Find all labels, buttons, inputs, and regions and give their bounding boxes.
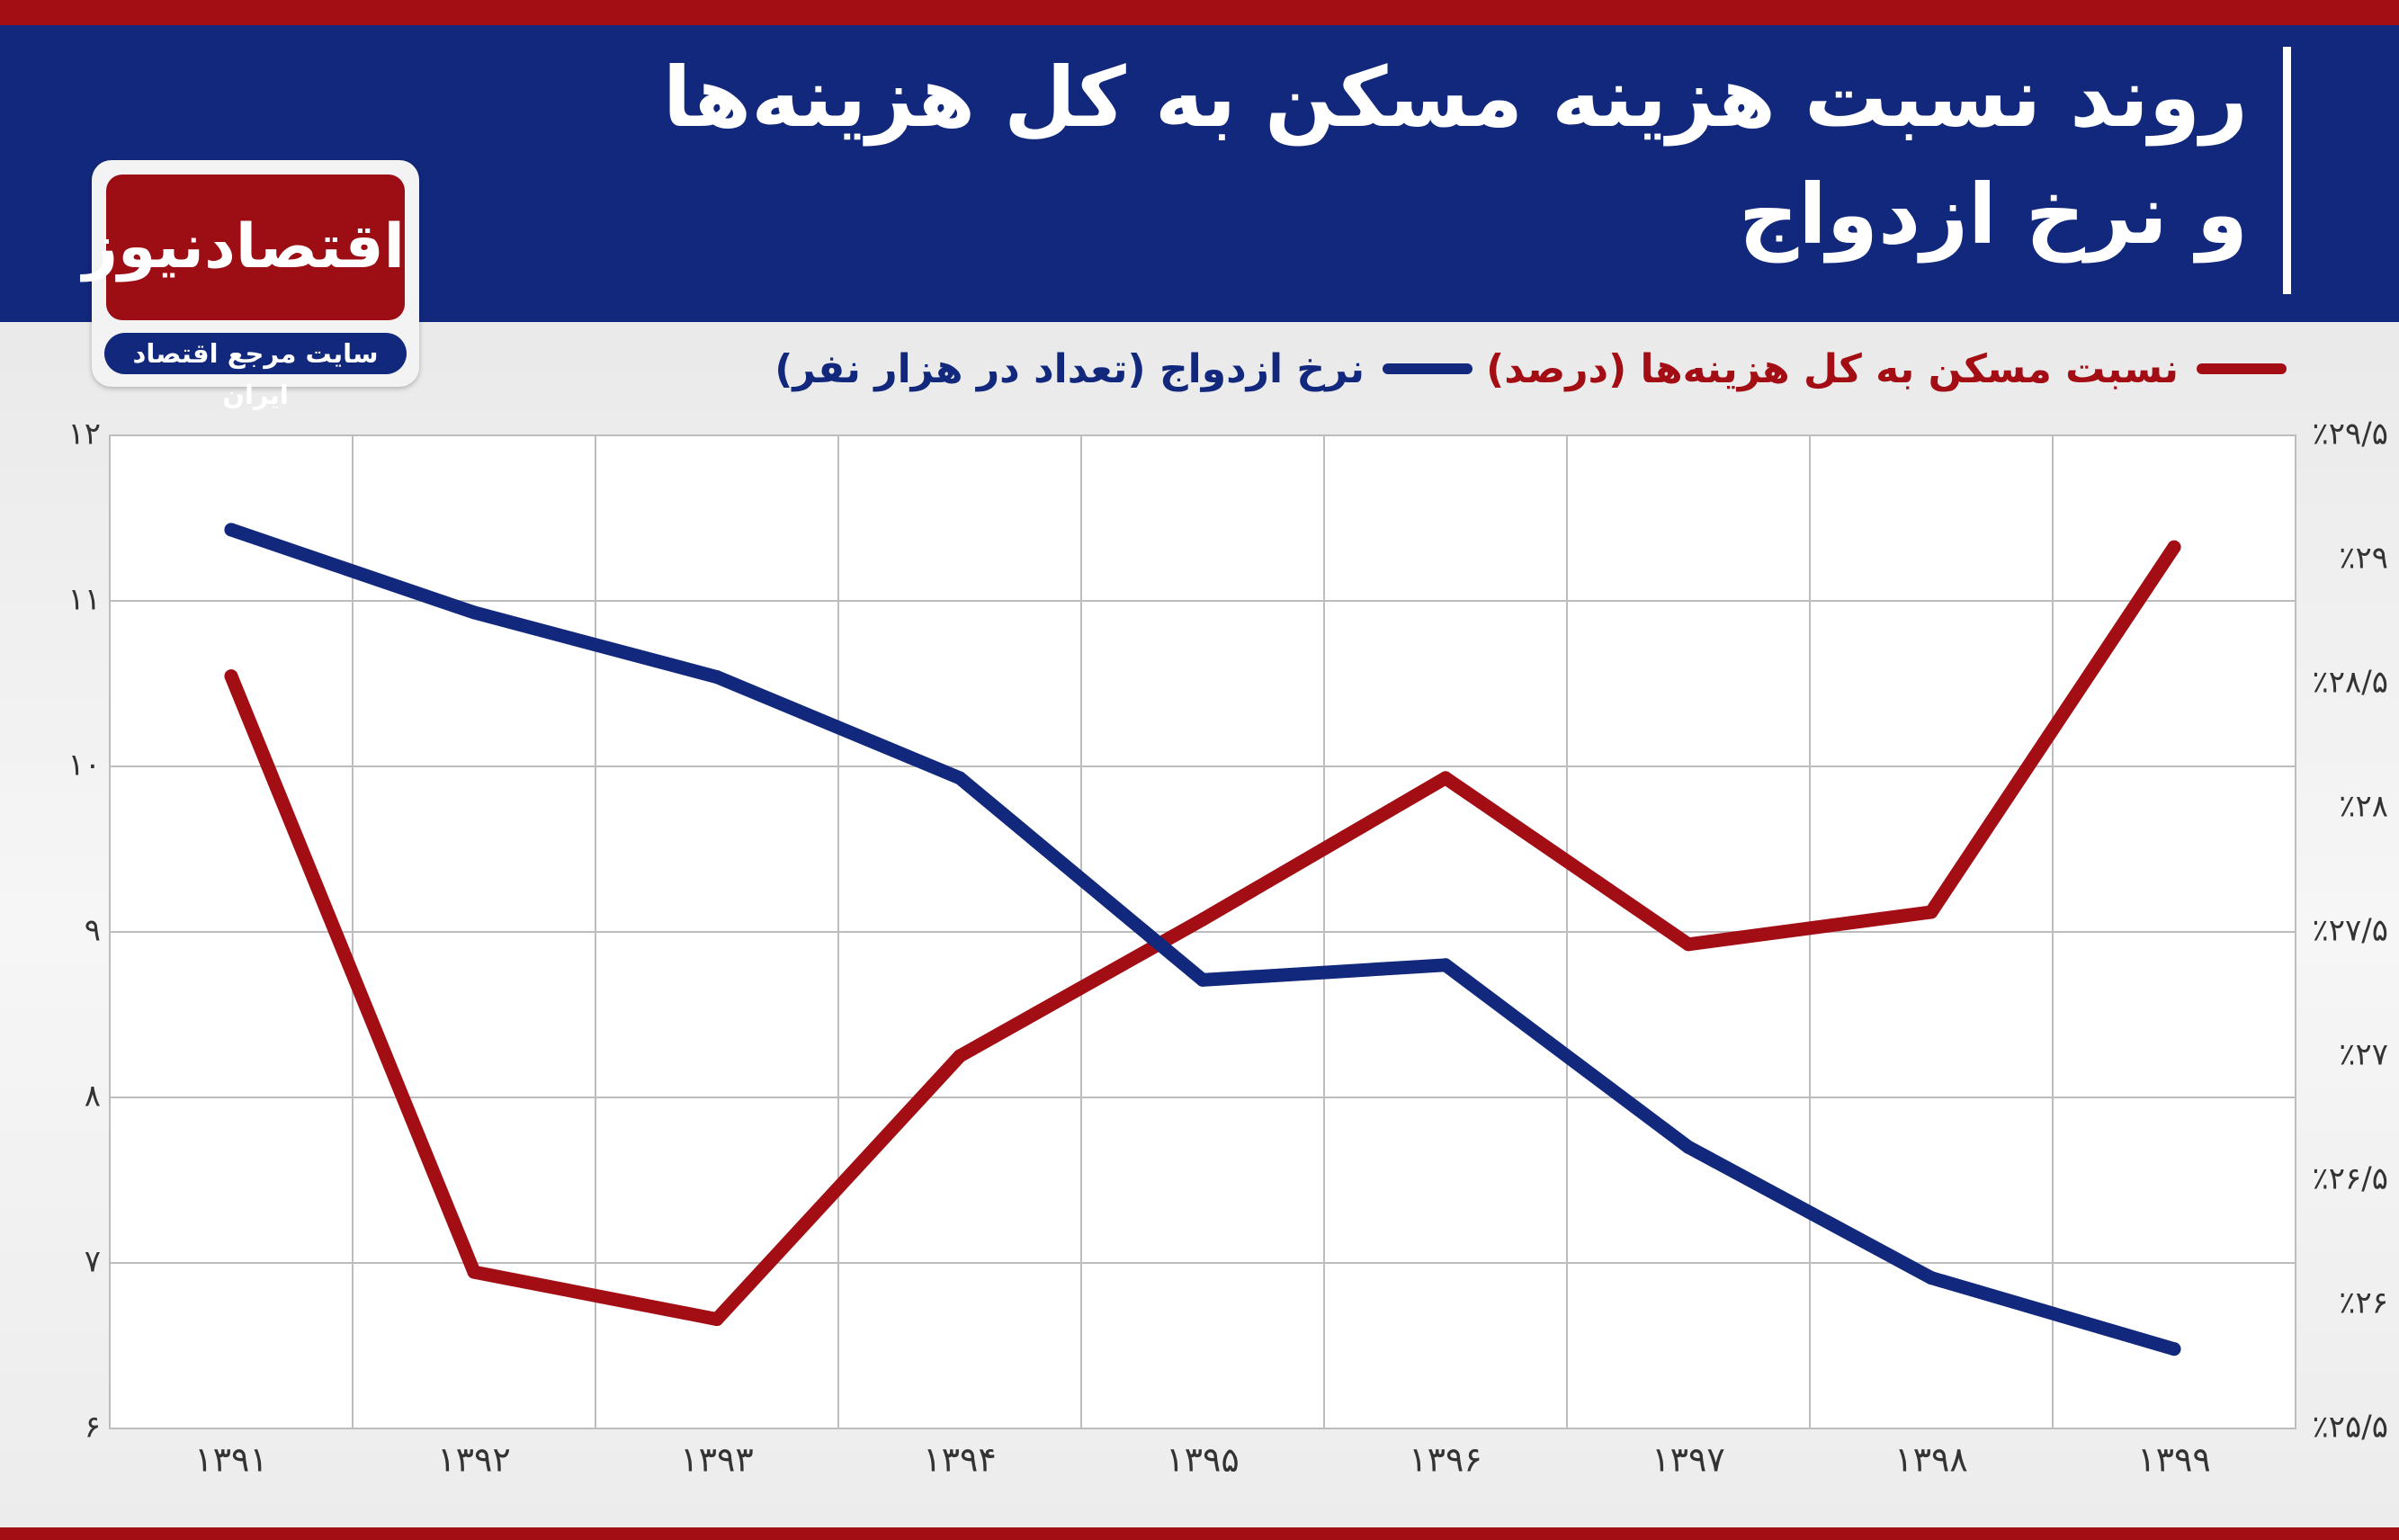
data-point-marriage-rate xyxy=(710,670,724,685)
right-axis-tick-label: ٪۲۶/۵ xyxy=(2312,1161,2388,1197)
left-axis-tick-label: ۱۲ xyxy=(67,416,101,452)
left-axis-tick-label: ۹ xyxy=(85,913,101,949)
right-axis-tick-label: ٪۲۵/۵ xyxy=(2312,1410,2388,1446)
data-point-marriage-rate xyxy=(1681,1140,1696,1154)
data-point-marriage-rate xyxy=(1924,1271,1938,1285)
left-axis-tick-label: ۷ xyxy=(85,1244,101,1280)
left-axis-tick-label: ۱۱ xyxy=(67,582,101,618)
brand-logo-name: اقتصادنیوز xyxy=(83,175,405,320)
data-point-marriage-rate xyxy=(953,771,967,785)
top-accent-strip xyxy=(0,0,2399,25)
right-axis-ticks: ٪۲۵/۵ ٪۲۶ ٪۲۶/۵ ٪۲۷ ٪۲۷/۵ ٪۲۸ ٪۲۸/۵ ٪۲۹ ٪۲۹/۵ xyxy=(2312,416,2388,1446)
legend-item-marriage-rate: نرخ ازدواج (تعداد در هزار نفر) xyxy=(774,342,1473,396)
chart-series xyxy=(224,523,2181,1356)
data-point-housing-share xyxy=(224,669,238,684)
legend-label-housing-share: نسبت مسکن به کل هزینه‌ها (درصد) xyxy=(1486,345,2179,392)
chart-grid xyxy=(109,434,2296,1429)
right-axis-tick-label: ٪۲۸/۵ xyxy=(2312,665,2388,701)
data-point-marriage-rate xyxy=(1438,958,1453,972)
x-axis-tick-label: ۱۳۹۹ xyxy=(2137,1440,2211,1480)
data-point-housing-share xyxy=(2167,540,2181,554)
data-point-marriage-rate xyxy=(224,523,238,537)
x-axis-tick-label: ۱۳۹۳ xyxy=(680,1440,754,1480)
left-axis-tick-label: ۱۰ xyxy=(67,748,101,783)
right-axis-tick-label: ٪۲۸ xyxy=(2339,789,2388,825)
data-point-housing-share xyxy=(1195,912,1210,927)
brand-logo-tagline: سایت مرجع اقتصاد ایران xyxy=(104,333,407,410)
legend-swatch-marriage-rate xyxy=(1383,363,1473,374)
x-axis-tick-label: ۱۳۹۶ xyxy=(1409,1440,1482,1480)
chart-title: روند نسبت هزینه مسکن به کل هزینه‌ها و نر… xyxy=(449,40,2248,273)
data-point-housing-share xyxy=(1924,905,1938,919)
data-point-housing-share xyxy=(1438,771,1453,785)
data-point-housing-share xyxy=(710,1312,724,1327)
chart-title-line-1: روند نسبت هزینه مسکن به کل هزینه‌ها xyxy=(662,49,2248,146)
right-axis-tick-label: ٪۲۹ xyxy=(2339,541,2388,577)
data-point-housing-share xyxy=(467,1265,481,1279)
data-point-housing-share xyxy=(1681,937,1696,952)
legend-label-marriage-rate: نرخ ازدواج (تعداد در هزار نفر) xyxy=(774,345,1365,392)
left-axis-tick-label: ۸ xyxy=(85,1079,101,1115)
data-point-marriage-rate xyxy=(467,605,481,620)
data-point-housing-share xyxy=(953,1049,967,1063)
right-axis-tick-label: ٪۲۶ xyxy=(2339,1285,2388,1321)
title-divider xyxy=(2283,47,2291,294)
x-axis-tick-label: ۱۳۹۴ xyxy=(923,1440,997,1480)
right-axis-tick-label: ٪۲۹/۵ xyxy=(2312,416,2388,452)
left-axis-ticks: ۶ ۷ ۸ ۹ ۱۰ ۱۱ ۱۲ xyxy=(67,416,101,1446)
data-point-marriage-rate xyxy=(1195,972,1210,987)
data-point-marriage-rate xyxy=(2167,1342,2181,1356)
legend-swatch-housing-share xyxy=(2197,363,2287,374)
chart-title-line-2: و نرخ ازدواج xyxy=(1738,166,2248,263)
brand-logo: اقتصادنیوز سایت مرجع اقتصاد ایران xyxy=(83,160,419,410)
x-axis-tick-label: ۱۳۹۸ xyxy=(1894,1440,1968,1480)
legend-item-housing-share: نسبت مسکن به کل هزینه‌ها (درصد) xyxy=(1486,342,2287,396)
bottom-accent-strip xyxy=(0,1527,2399,1540)
x-axis-tick-label: ۱۳۹۲ xyxy=(437,1440,511,1480)
x-axis-ticks: ۱۳۹۱ ۱۳۹۲ ۱۳۹۳ ۱۳۹۴ ۱۳۹۵ ۱۳۹۶ ۱۳۹۷ ۱۳۹۸ ۱۳۹۹ xyxy=(194,1440,2211,1480)
x-axis-tick-label: ۱۳۹۵ xyxy=(1166,1440,1240,1480)
x-axis-tick-label: ۱۳۹۷ xyxy=(1652,1440,1725,1480)
right-axis-tick-label: ٪۲۷ xyxy=(2339,1037,2388,1073)
right-axis-tick-label: ٪۲۷/۵ xyxy=(2312,913,2388,949)
left-axis-tick-label: ۶ xyxy=(85,1410,101,1446)
x-axis-tick-label: ۱۳۹۱ xyxy=(194,1440,268,1480)
